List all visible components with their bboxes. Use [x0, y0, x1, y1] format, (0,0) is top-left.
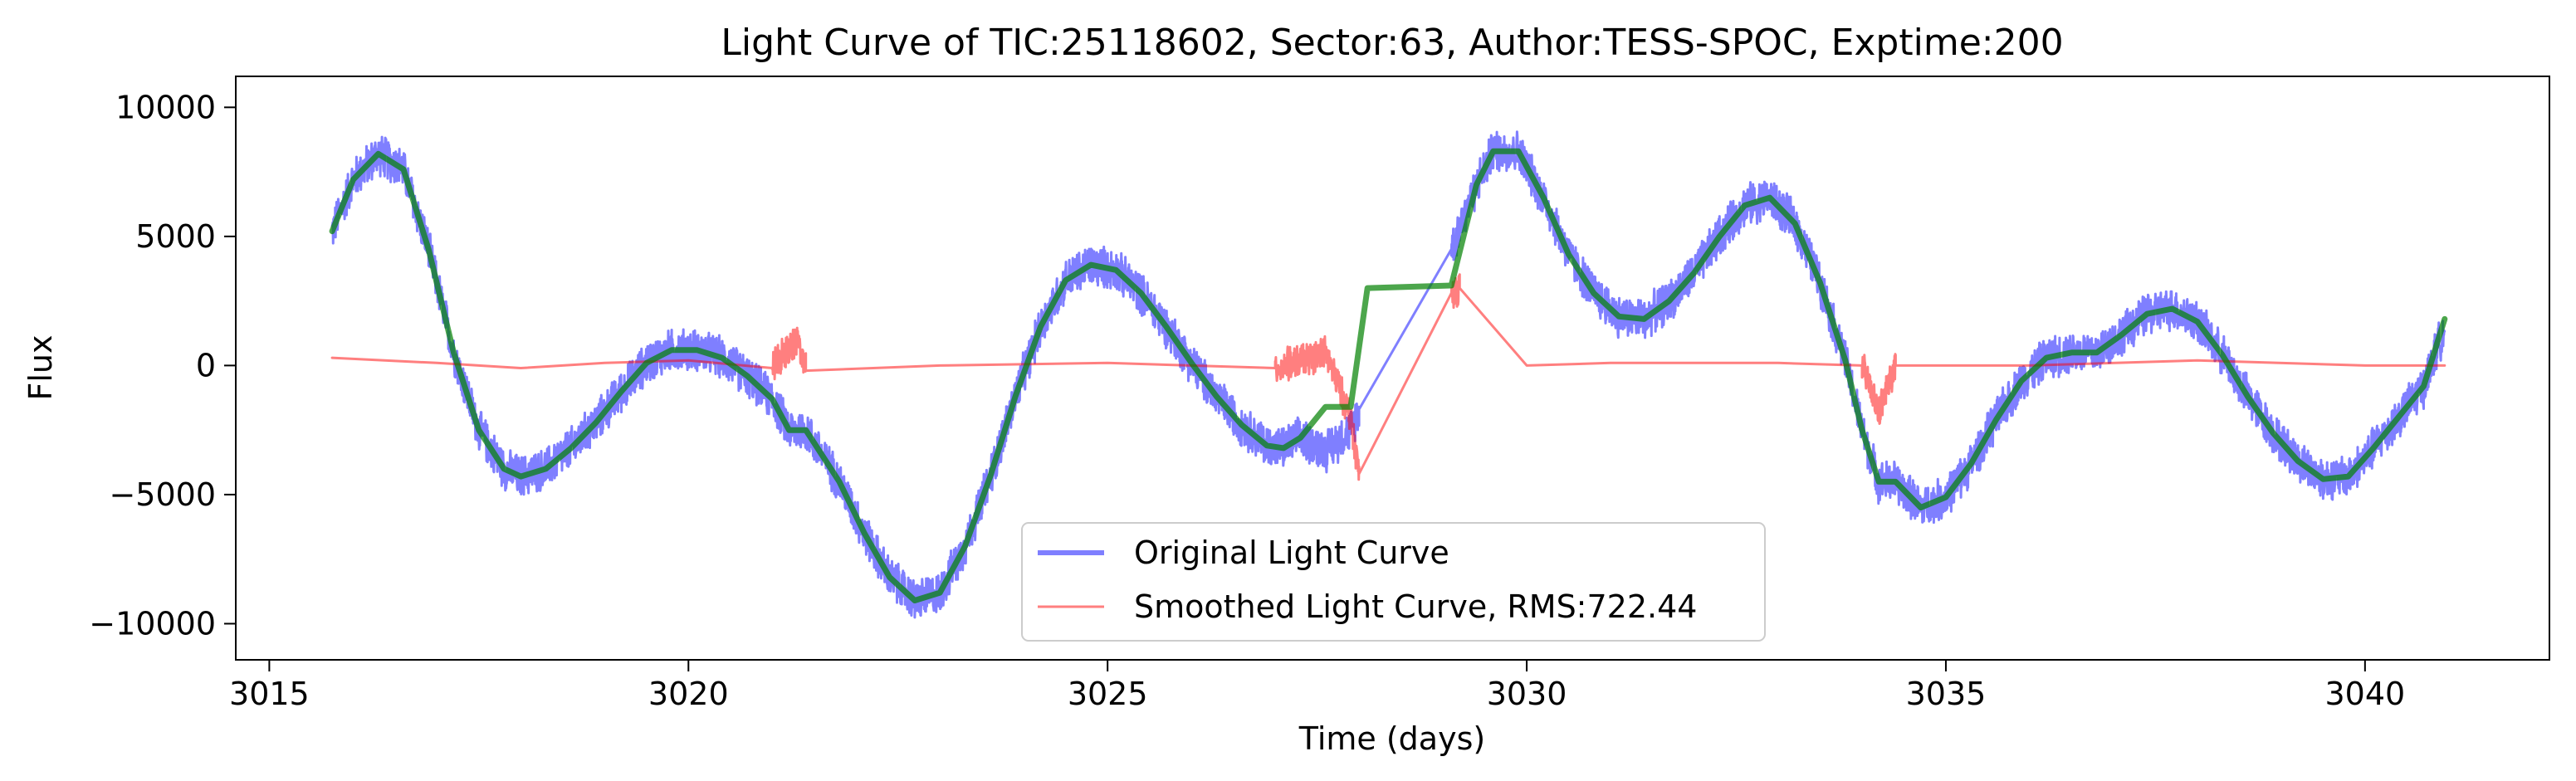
y-tick-label: 0	[196, 347, 216, 383]
x-tick-label: 3030	[1487, 676, 1567, 712]
plot-frame	[235, 76, 2550, 661]
legend-label-original: Original Light Curve	[1134, 534, 1449, 571]
y-tick-label: −10000	[89, 605, 216, 642]
y-tick-label: 5000	[135, 218, 216, 255]
y-axis-label: Flux	[22, 335, 59, 401]
y-tick-label: 10000	[115, 89, 216, 125]
y-tick-label: −5000	[109, 476, 216, 513]
plot-area	[235, 76, 2550, 661]
x-tick-label: 3015	[229, 676, 310, 712]
x-tick-label: 3020	[648, 676, 729, 712]
series-original-light-curve	[330, 130, 2446, 619]
chart-title: Light Curve of TIC:25118602, Sector:63, …	[721, 22, 2063, 64]
legend-box	[1021, 522, 1766, 642]
series-trend-curve	[329, 148, 2448, 603]
legend-label-smoothed: Smoothed Light Curve, RMS:722.44	[1134, 588, 1697, 625]
x-tick-label: 3025	[1068, 676, 1148, 712]
x-axis-label: Time (days)	[1298, 720, 1485, 757]
x-axis: 3015 3020 3025 3030 3035 3040	[229, 660, 2405, 712]
x-tick-label: 3040	[2324, 676, 2405, 712]
x-tick-label: 3035	[1906, 676, 1987, 712]
y-axis: −10000 −5000 0 5000 10000	[89, 89, 236, 642]
series-smoothed-light-curve	[330, 273, 2446, 481]
legend: Original Light Curve Smoothed Light Curv…	[1021, 522, 1766, 642]
